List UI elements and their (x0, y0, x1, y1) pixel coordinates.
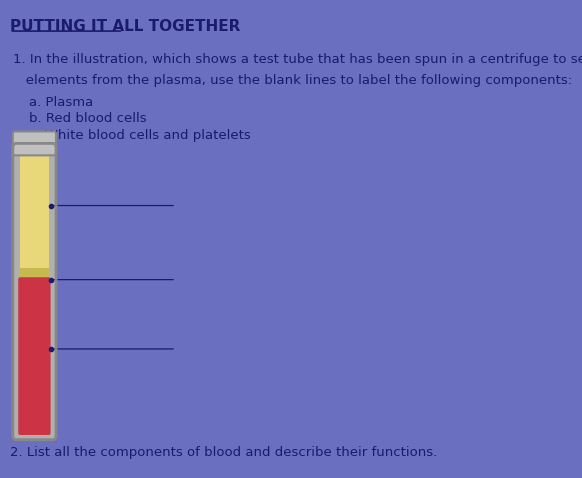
Text: 1. In the illustration, which shows a test tube that has been spun in a centrifu: 1. In the illustration, which shows a te… (13, 53, 582, 65)
Text: a. Plasma: a. Plasma (29, 96, 93, 109)
Text: PUTTING IT ALL TOGETHER: PUTTING IT ALL TOGETHER (10, 19, 240, 34)
FancyBboxPatch shape (18, 277, 51, 435)
Text: b. Red blood cells: b. Red blood cells (29, 112, 147, 125)
Text: 2. List all the components of blood and describe their functions.: 2. List all the components of blood and … (10, 446, 437, 459)
Bar (20, 268, 49, 280)
Text: c. White blood cells and platelets: c. White blood cells and platelets (29, 129, 251, 142)
FancyBboxPatch shape (13, 143, 56, 440)
FancyBboxPatch shape (13, 131, 56, 155)
Bar (20, 153, 49, 268)
Text: elements from the plasma, use the blank lines to label the following components:: elements from the plasma, use the blank … (13, 74, 572, 87)
